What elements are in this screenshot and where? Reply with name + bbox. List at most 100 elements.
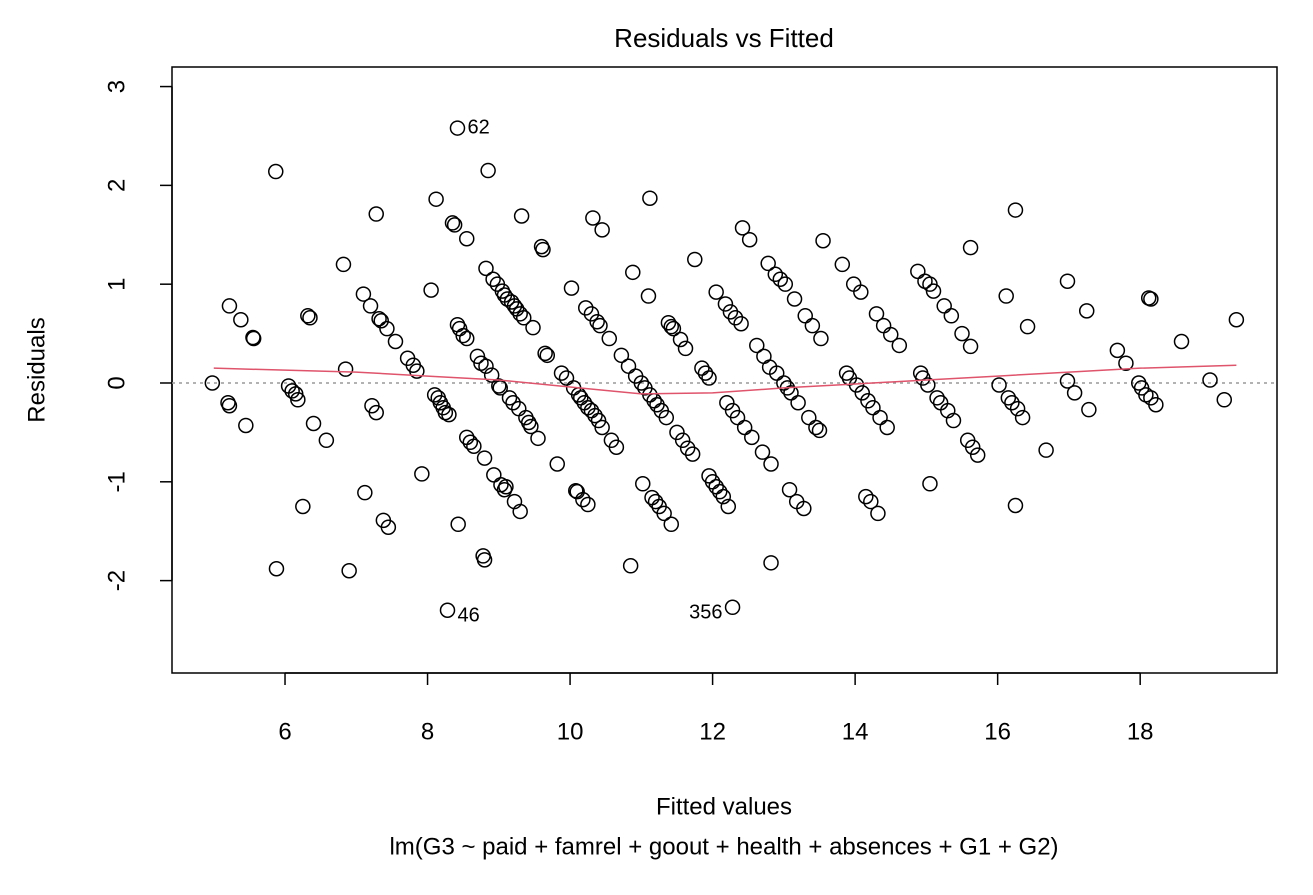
x-tick-label: 12	[699, 718, 726, 745]
point	[290, 392, 306, 408]
point	[592, 317, 608, 334]
y-tick-label: 1	[103, 278, 130, 291]
y-tick-label: 2	[103, 179, 130, 192]
point	[221, 397, 238, 414]
point	[1038, 442, 1054, 458]
point	[505, 395, 521, 411]
point	[446, 217, 463, 233]
point	[458, 429, 475, 446]
point	[734, 220, 751, 236]
point	[694, 360, 710, 376]
point	[1109, 342, 1126, 359]
point	[268, 561, 285, 577]
point	[872, 409, 888, 426]
point	[423, 282, 439, 298]
point	[883, 326, 899, 343]
point	[1009, 400, 1026, 417]
point	[736, 419, 753, 436]
point	[853, 284, 869, 300]
point	[341, 562, 357, 579]
point	[1004, 395, 1020, 411]
point	[715, 488, 732, 505]
point	[379, 320, 395, 337]
y-tick-label: 0	[103, 376, 130, 389]
point	[535, 241, 551, 258]
subtitle: lm(G3 ~ paid + famrel + goout + health +…	[389, 833, 1058, 860]
point	[962, 338, 979, 355]
point	[656, 505, 672, 522]
point	[733, 315, 749, 332]
point	[998, 288, 1014, 304]
point	[594, 419, 610, 436]
point	[1019, 318, 1036, 335]
y-tick-label: 3	[103, 80, 130, 93]
point	[677, 340, 694, 357]
point	[929, 390, 945, 406]
point	[563, 280, 580, 296]
point	[665, 320, 682, 337]
point	[1078, 303, 1095, 319]
point	[854, 385, 871, 401]
point	[498, 478, 514, 495]
point	[569, 483, 585, 500]
point	[580, 496, 596, 513]
point	[720, 498, 737, 515]
point	[428, 191, 444, 207]
point	[458, 330, 475, 347]
point	[355, 286, 372, 302]
point	[875, 317, 892, 334]
point	[717, 296, 734, 312]
point	[660, 314, 677, 331]
point	[744, 429, 760, 446]
point	[362, 298, 379, 314]
x-tick-label: 18	[1127, 718, 1154, 745]
point	[922, 476, 938, 492]
point-label: 356	[689, 602, 722, 624]
point	[373, 312, 389, 329]
point	[910, 263, 926, 280]
point	[284, 383, 300, 399]
point	[1216, 392, 1233, 408]
point	[501, 390, 518, 406]
point	[409, 363, 425, 379]
point	[811, 422, 828, 439]
point	[466, 438, 482, 454]
point	[640, 288, 657, 304]
point	[622, 558, 639, 574]
point	[587, 407, 603, 424]
point	[476, 552, 493, 568]
point	[756, 348, 772, 365]
point	[478, 358, 494, 374]
point	[512, 503, 528, 520]
point	[790, 395, 806, 411]
y-tick-label: -1	[103, 471, 130, 492]
smooth-line	[213, 364, 1237, 395]
x-tick-label: 10	[557, 718, 584, 745]
point	[458, 230, 475, 247]
point	[585, 210, 601, 226]
point	[441, 406, 457, 423]
point	[797, 308, 813, 324]
point	[1066, 385, 1083, 401]
point	[491, 378, 507, 394]
point	[804, 317, 821, 334]
x-tick-label: 16	[984, 718, 1011, 745]
point	[483, 367, 500, 383]
point	[684, 446, 701, 462]
point	[318, 432, 335, 449]
point	[801, 409, 817, 426]
point	[749, 337, 765, 354]
point	[462, 434, 479, 451]
point	[754, 444, 771, 460]
point	[1059, 373, 1076, 389]
point	[380, 519, 397, 536]
point	[1202, 372, 1218, 388]
point	[613, 347, 630, 364]
point	[945, 412, 962, 429]
point	[763, 555, 779, 571]
point	[549, 456, 565, 472]
point	[777, 276, 794, 292]
point	[594, 222, 610, 238]
point	[697, 365, 714, 381]
